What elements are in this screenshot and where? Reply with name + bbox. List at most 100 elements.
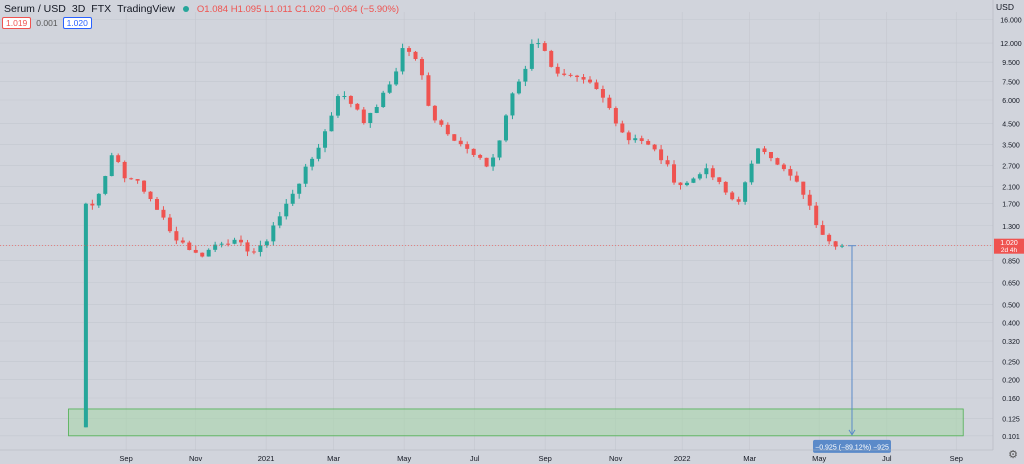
candle-body <box>555 66 560 74</box>
candle-body <box>717 177 722 182</box>
candle-body <box>807 194 812 206</box>
candle-body <box>271 225 276 242</box>
candle-body <box>781 164 786 170</box>
candle-body <box>381 92 386 108</box>
candle-body <box>562 73 567 75</box>
candle-body <box>710 168 715 178</box>
candle-body <box>310 158 315 167</box>
candle-body <box>730 192 735 200</box>
y-tick-label: 4.500 <box>1002 122 1020 129</box>
candle-body <box>820 225 825 235</box>
interval-label[interactable]: 3D <box>71 3 86 15</box>
axis-currency-label[interactable]: USD <box>996 2 1014 12</box>
candle-body <box>542 43 547 51</box>
candle-body <box>329 115 334 132</box>
candle-body <box>594 82 599 90</box>
y-tick-label: 1.700 <box>1002 202 1020 209</box>
symbol-name[interactable]: Serum / USD <box>4 3 66 15</box>
candle-body <box>620 123 625 133</box>
x-tick-label: 2022 <box>674 454 691 463</box>
candle-body <box>749 163 754 183</box>
candle-body <box>348 95 353 104</box>
candle-body <box>83 203 88 428</box>
target-zone <box>68 408 964 437</box>
x-tick-label: Mar <box>743 454 756 463</box>
market-status-icon <box>182 6 189 12</box>
candle-body <box>801 181 806 195</box>
y-tick-label: 0.320 <box>1002 339 1020 346</box>
candle-body <box>775 158 780 165</box>
candle-body <box>697 174 702 179</box>
candle-body <box>445 124 450 135</box>
candle-body <box>478 154 483 158</box>
candle-body <box>523 68 528 82</box>
x-tick-label: Sep <box>950 454 963 463</box>
candle-body <box>833 241 838 247</box>
x-tick-label: May <box>812 454 826 463</box>
y-tick-label: 9.500 <box>1002 60 1020 67</box>
chart-header: Serum / USD 3D FTX TradingView O1.084 H1… <box>4 2 399 16</box>
candle-body <box>646 141 651 145</box>
candle-body <box>323 131 328 148</box>
candle-body <box>652 144 657 150</box>
candle-body <box>258 245 263 252</box>
candle-body <box>213 244 218 250</box>
plot-area <box>0 12 993 450</box>
y-tick-label: 0.101 <box>1002 434 1020 441</box>
spread-value: 0.001 <box>36 18 58 28</box>
candle-body <box>465 144 470 149</box>
y-tick-label: 6.000 <box>1002 98 1020 105</box>
measure-arrow-icon <box>848 429 856 436</box>
candle-body <box>665 160 670 165</box>
candle-body <box>387 84 392 93</box>
candle-body <box>600 89 605 98</box>
candle-body <box>174 231 179 241</box>
candle-body <box>613 108 618 124</box>
y-tick-label: 0.650 <box>1002 281 1020 288</box>
candle-body <box>368 112 373 124</box>
candle-body <box>503 115 508 141</box>
candle-body <box>226 243 231 245</box>
y-tick-label: 2.700 <box>1002 164 1020 171</box>
candle-body <box>471 148 476 155</box>
sell-button[interactable]: 1.019 <box>2 17 32 29</box>
candle-body <box>109 155 114 177</box>
y-tick-label: 0.160 <box>1002 396 1020 403</box>
y-tick-label: 0.500 <box>1002 302 1020 309</box>
x-tick-label: May <box>397 454 411 463</box>
candle-body <box>516 81 521 94</box>
y-tick-label: 16.000 <box>1000 17 1022 24</box>
candle-body <box>219 243 224 245</box>
candle-body <box>232 239 237 244</box>
gear-icon[interactable]: ⚙ <box>1008 449 1018 461</box>
candle-body <box>342 95 347 97</box>
candle-body <box>264 241 269 246</box>
candle-body <box>394 71 399 85</box>
candle-body <box>484 157 489 167</box>
candle-body <box>736 199 741 202</box>
candle-body <box>536 43 541 45</box>
candle-body <box>814 205 819 226</box>
candle-body <box>607 97 612 109</box>
candle-body <box>154 198 159 210</box>
candle-body <box>575 75 580 78</box>
candle-body <box>723 181 728 193</box>
candle-body <box>122 161 127 179</box>
candle-body <box>529 43 534 69</box>
candle-body <box>361 109 366 124</box>
candle-body <box>510 93 515 116</box>
candle-body <box>581 77 586 80</box>
y-tick-label: 7.500 <box>1002 80 1020 87</box>
candle-body <box>277 216 282 226</box>
candle-body <box>290 193 295 204</box>
candle-body <box>452 134 457 141</box>
candle-body <box>142 180 147 192</box>
x-tick-label: Sep <box>119 454 132 463</box>
candle-body <box>458 140 463 145</box>
candle-body <box>756 148 761 164</box>
candle-body <box>167 217 172 232</box>
x-tick-label: Nov <box>609 454 623 463</box>
exchange-label: FTX <box>91 3 112 15</box>
buy-button[interactable]: 1.020 <box>62 17 92 29</box>
